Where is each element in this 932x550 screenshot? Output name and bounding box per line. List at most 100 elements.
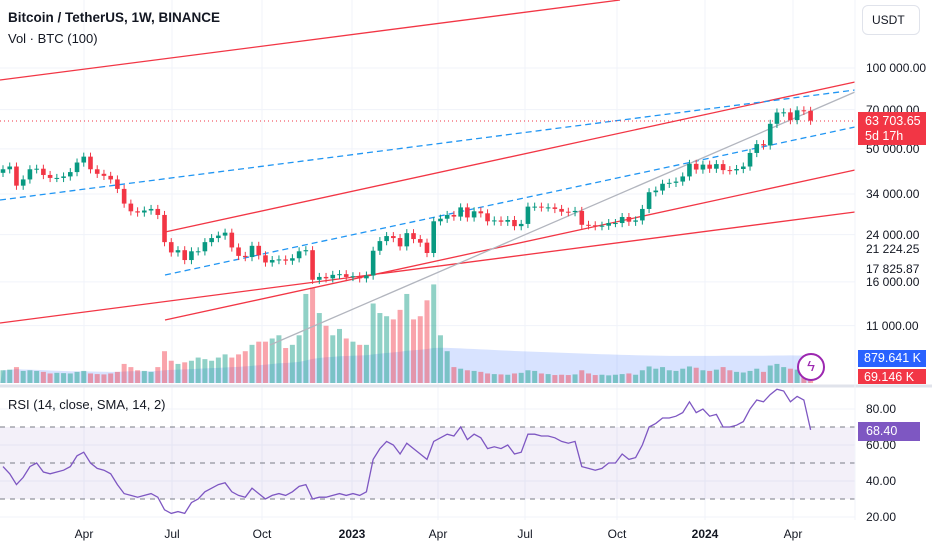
volume-bar [40,371,46,383]
candle [673,181,679,183]
volume-bar [794,369,800,383]
volume-bar [337,328,342,383]
candle [47,174,53,178]
candle [175,250,181,253]
candle [566,211,571,213]
volume-bar [390,319,396,383]
candle [451,214,457,217]
candle [391,236,396,239]
bar-countdown: 5d 17h [865,129,904,143]
time-label: Jul [517,527,533,541]
candle [337,274,342,276]
volume-bar [532,370,538,383]
candle [539,206,544,208]
current-price-label: 63 703.65 5d 17h [858,112,926,145]
volume-bar [276,335,282,383]
volume-bar [47,373,53,383]
rsi-tick: 20.00 [866,510,897,524]
volume-bar [586,373,592,383]
candle [61,176,66,178]
rsi-tick: 40.00 [866,474,897,488]
volume-legend[interactable]: Vol · BTC (100) [8,31,98,46]
candle [74,162,80,173]
candle [155,208,161,215]
rsi-tick: 60.00 [866,438,897,452]
channel-line[interactable] [0,89,856,201]
candle [660,183,665,191]
trendlines[interactable] [0,0,856,346]
candle [579,210,585,225]
candle [498,220,504,222]
candle [303,250,309,252]
candle [424,242,430,254]
candle [283,259,288,261]
volume-bar [67,373,73,383]
volume-bar [74,371,80,383]
candle [256,245,262,256]
candle [619,217,625,224]
volume-bar [760,371,766,383]
volume-bar [552,375,558,383]
candle [747,152,753,167]
volume-current-label: 69.146 K [858,369,926,384]
volume-bar [236,354,242,383]
price-tick: 50 000.00 [866,141,920,156]
candle [397,238,403,247]
candle [465,207,470,218]
candle [162,214,167,243]
trend-line-gray[interactable] [269,91,856,346]
price-tick: 34 000.00 [866,186,920,201]
volume-bar [128,367,134,383]
volume-bar [215,357,221,383]
time-label: 2023 [338,527,366,541]
candle [310,250,315,280]
trendline[interactable] [0,211,856,324]
candle [276,259,282,261]
volume-bar [734,371,740,383]
candle [182,250,188,261]
candle [263,255,268,263]
volume-ma-label: 879.641 K [858,350,926,367]
candle [687,163,692,177]
candle [249,245,255,258]
candle [364,275,369,279]
volume-bar [787,368,793,383]
volume-bar [707,370,713,383]
volume-bar [606,375,612,383]
candle [229,232,235,248]
candle [559,208,564,212]
trendline[interactable] [0,0,621,81]
volume-bar [209,360,215,383]
trendline[interactable] [164,169,856,321]
volume-bar [330,335,336,383]
volume-bar [155,367,161,383]
volume-bar [720,367,726,383]
volume-bar [34,370,40,383]
volume-bar [673,370,679,383]
candle [148,208,154,211]
rsi-legend[interactable]: RSI (14, close, SMA, 14, 2) [8,397,166,412]
chart-title: Bitcoin / TetherUS, 1W, BINANCE [8,10,221,25]
candle [189,251,194,261]
lightning-icon[interactable]: ϟ [797,353,825,381]
volume-bar [13,367,19,383]
volume-bar [303,293,309,383]
volume-bar [188,360,194,383]
rsi-tick: 80.00 [866,402,897,416]
volume-bar [740,372,746,383]
candle [572,210,578,213]
candle [41,168,46,175]
volume-bar [316,313,322,383]
candle [606,223,611,226]
trendline[interactable] [164,81,856,233]
time-label: Jul [164,527,180,541]
candle [700,164,706,170]
volume-bar [700,370,706,383]
currency-button[interactable]: USDT [862,5,920,35]
candle [491,220,497,222]
volume-bar [781,367,787,383]
volume-bar [565,375,571,383]
channel-line[interactable] [164,126,856,276]
volume-bar [774,363,780,383]
